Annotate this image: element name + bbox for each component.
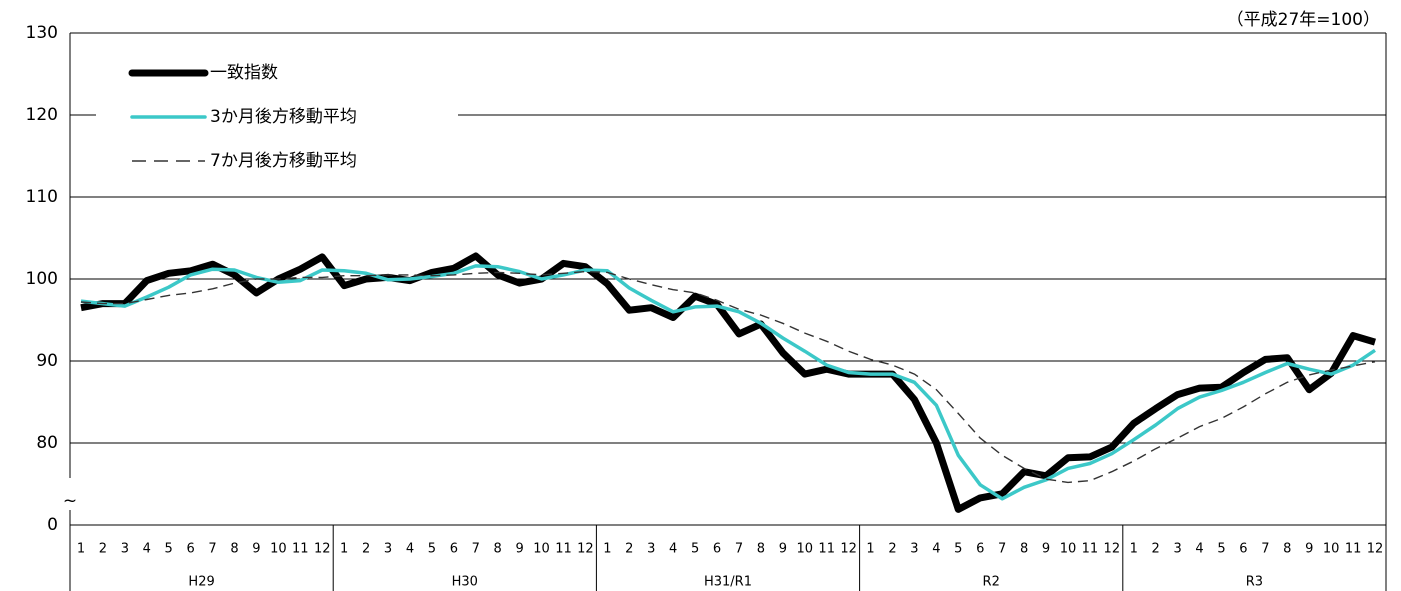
x-tick-label: 5 (1217, 542, 1225, 557)
x-tick-label: 8 (757, 542, 765, 557)
x-tick-label: 8 (1283, 542, 1291, 557)
x-tick-label: 5 (165, 542, 173, 557)
series-line (80, 270, 1376, 484)
x-tick-label: 10 (1060, 542, 1077, 557)
axis-break: ~ (63, 491, 77, 511)
x-tick-label: 6 (713, 542, 721, 557)
x-tick-label: 4 (669, 542, 677, 557)
y-tick-label: 90 (36, 351, 58, 371)
x-tick-label: 6 (450, 542, 458, 557)
x-tick-label: 5 (954, 542, 962, 557)
unit-note: （平成27年=100） (1227, 10, 1380, 30)
x-tick-label: 9 (1305, 542, 1313, 557)
y-tick-label: 130 (26, 23, 58, 43)
x-tick-label: 3 (1173, 542, 1181, 557)
x-tick-label: 3 (384, 542, 392, 557)
x-tick-label: 6 (186, 542, 194, 557)
x-tick-label: 7 (1261, 542, 1269, 557)
x-tick-label: 9 (1042, 542, 1050, 557)
y-tick-label: 120 (26, 105, 58, 125)
group-label: R2 (983, 575, 1000, 590)
x-tick-label: 5 (428, 542, 436, 557)
group-label: H31/R1 (704, 575, 752, 590)
x-tick-label: 2 (362, 542, 370, 557)
x-tick-label: 2 (1152, 542, 1160, 557)
group-label: H29 (188, 575, 214, 590)
x-tick-label: 12 (1367, 542, 1384, 557)
legend-label: 3か月後方移動平均 (210, 107, 357, 127)
x-tick-label: 7 (998, 542, 1006, 557)
x-tick-label: 6 (1239, 542, 1247, 557)
series-line (80, 264, 1376, 501)
x-tick-label: 1 (340, 542, 348, 557)
x-tick-label: 6 (976, 542, 984, 557)
x-tick-label: 11 (1345, 542, 1362, 557)
y-tick-label: 100 (26, 269, 58, 289)
x-tick-label: 12 (840, 542, 857, 557)
x-tick-label: 10 (796, 542, 813, 557)
x-tick-label: 11 (818, 542, 835, 557)
x-tick-label: 1 (77, 542, 85, 557)
x-tick-label: 11 (292, 542, 309, 557)
x-tick-label: 3 (647, 542, 655, 557)
x-tick-label: 11 (1082, 542, 1099, 557)
x-tick-label: 12 (1104, 542, 1121, 557)
x-tick-label: 11 (555, 542, 572, 557)
y-tick-label: 110 (26, 187, 58, 207)
group-label: H30 (452, 575, 478, 590)
x-tick-label: 1 (1130, 542, 1138, 557)
x-tick-label: 10 (270, 542, 287, 557)
x-tick-label: 7 (208, 542, 216, 557)
series-line (80, 252, 1376, 513)
y-tick-label: 80 (36, 433, 58, 453)
x-tick-label: 2 (99, 542, 107, 557)
x-tick-label: 9 (515, 542, 523, 557)
y-tick-label: 0 (47, 515, 58, 535)
x-tick-label: 7 (472, 542, 480, 557)
x-tick-label: 9 (252, 542, 260, 557)
x-tick-label: 12 (577, 542, 594, 557)
x-tick-label: 4 (1195, 542, 1203, 557)
x-tick-label: 5 (691, 542, 699, 557)
x-tick-label: 4 (143, 542, 151, 557)
x-tick-label: 3 (910, 542, 918, 557)
x-tick-label: 7 (735, 542, 743, 557)
x-tick-label: 12 (314, 542, 331, 557)
x-tick-label: 2 (888, 542, 896, 557)
legend: 一致指数 3か月後方移動平均 7か月後方移動平均 (96, 52, 458, 180)
x-tick-label: 4 (932, 542, 940, 557)
x-tick-label: 9 (779, 542, 787, 557)
x-tick-label: 8 (1020, 542, 1028, 557)
x-tick-label: 4 (406, 542, 414, 557)
x-tick-label: 8 (230, 542, 238, 557)
legend-label: 7か月後方移動平均 (210, 151, 357, 171)
group-label: R3 (1246, 575, 1263, 590)
x-tick-label: 10 (533, 542, 550, 557)
x-tick-label: 2 (625, 542, 633, 557)
x-tick-label: 3 (121, 542, 129, 557)
legend-label: 一致指数 (210, 63, 278, 83)
x-tick-label: 8 (494, 542, 502, 557)
x-tick-label: 1 (866, 542, 874, 557)
x-tick-label: 1 (603, 542, 611, 557)
x-tick-label: 10 (1323, 542, 1340, 557)
